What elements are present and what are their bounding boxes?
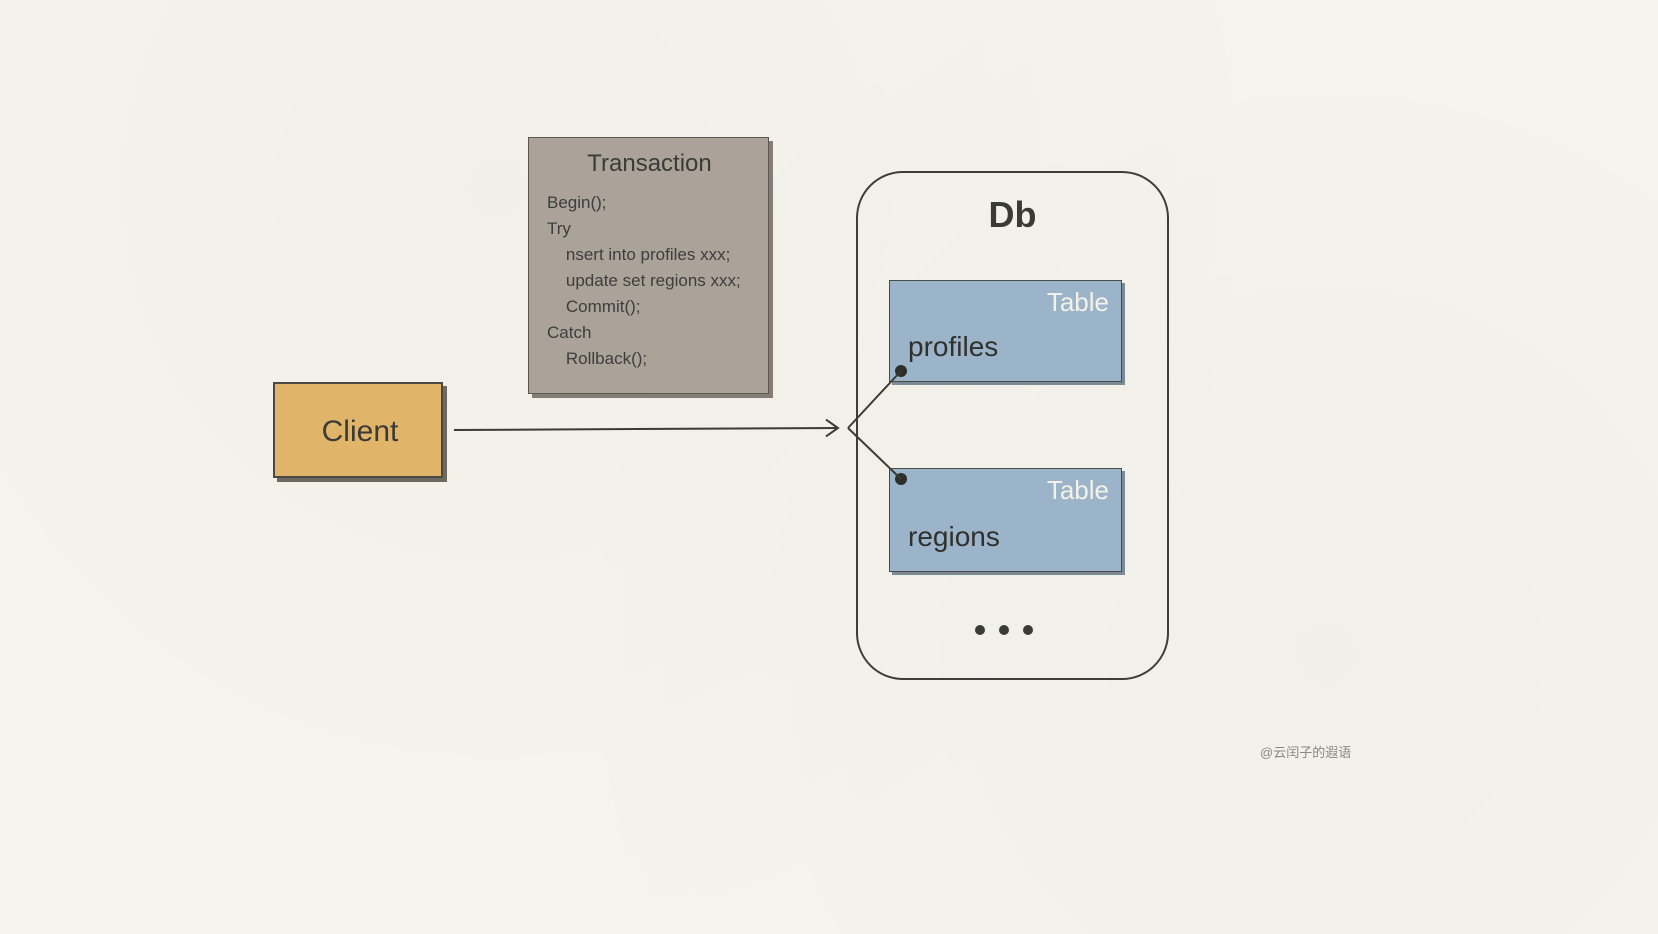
table-tag: Table bbox=[1047, 287, 1109, 318]
watermark: @云闰子的遐语 bbox=[1260, 742, 1351, 761]
table-name: profiles bbox=[908, 331, 998, 363]
table-name: regions bbox=[908, 521, 1000, 553]
table-box-regions: Table regions bbox=[889, 468, 1122, 572]
transaction-code-line: update set regions xxx; bbox=[547, 268, 741, 294]
db-ellipsis-dot bbox=[999, 625, 1009, 635]
table-anchor-dot bbox=[895, 473, 907, 485]
table-box-profiles: Table profiles bbox=[889, 280, 1122, 382]
table-anchor-dot bbox=[895, 365, 907, 377]
transaction-code-line: Try bbox=[547, 216, 741, 242]
client-box: Client bbox=[273, 382, 443, 478]
transaction-code-line: nsert into profiles xxx; bbox=[547, 242, 741, 268]
transaction-code-line: Begin(); bbox=[547, 190, 741, 216]
table-tag: Table bbox=[1047, 475, 1109, 506]
transaction-code: Begin();Try nsert into profiles xxx; upd… bbox=[547, 190, 741, 372]
transaction-code-line: Rollback(); bbox=[547, 346, 741, 372]
transaction-code-line: Catch bbox=[547, 320, 741, 346]
db-title: Db bbox=[857, 194, 1168, 236]
db-ellipsis-dot bbox=[975, 625, 985, 635]
paper-texture bbox=[0, 0, 1658, 934]
diagram-canvas: Client Transaction Begin();Try nsert into … bbox=[0, 0, 1658, 934]
transaction-title: Transaction bbox=[529, 150, 770, 178]
transaction-code-line: Commit(); bbox=[547, 294, 741, 320]
transaction-box: Transaction Begin();Try nsert into profil… bbox=[528, 137, 769, 394]
client-label: Client bbox=[275, 384, 445, 480]
db-ellipsis-dot bbox=[1023, 625, 1033, 635]
